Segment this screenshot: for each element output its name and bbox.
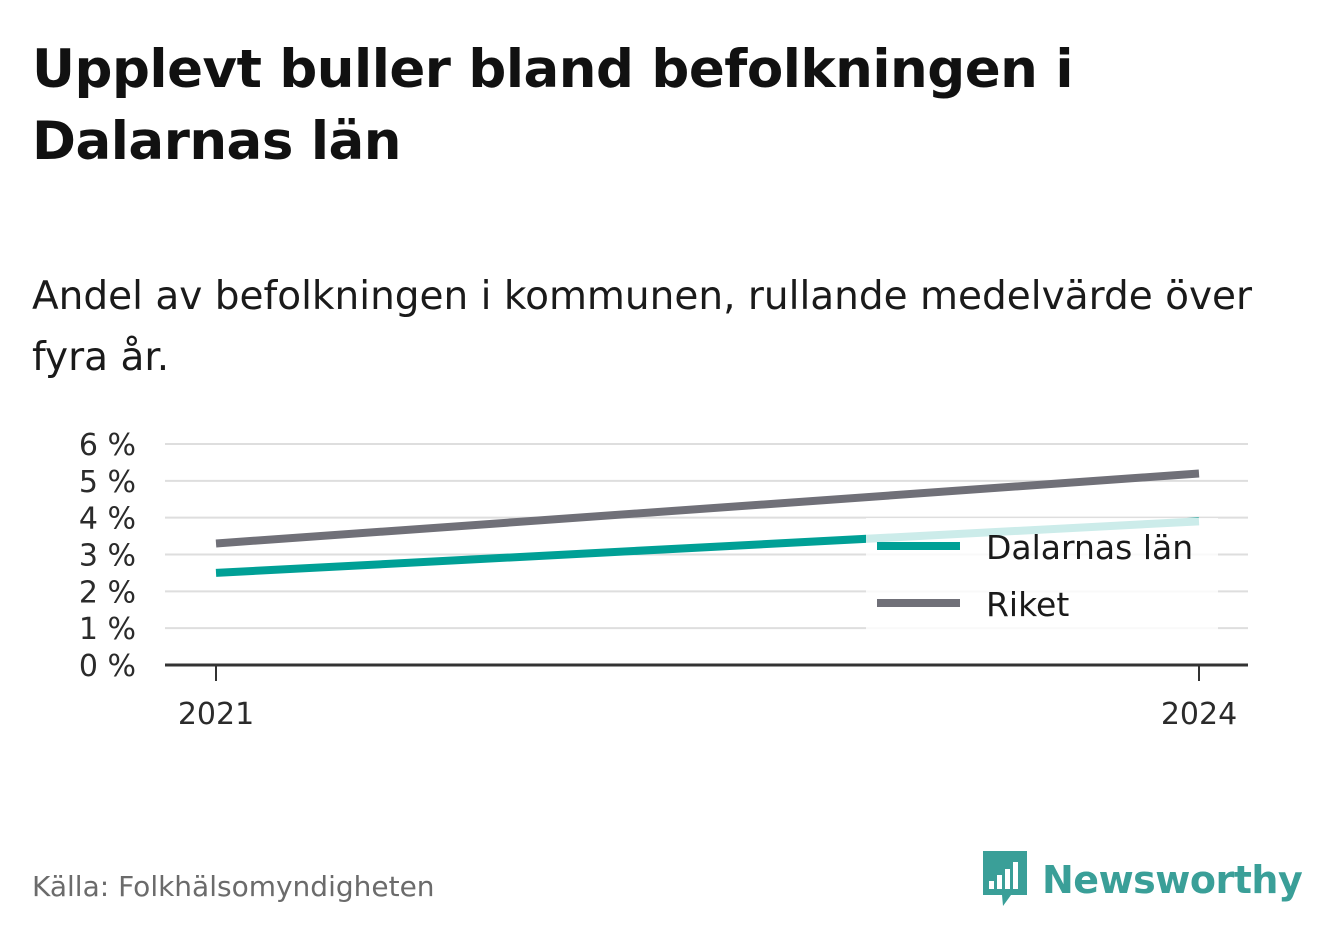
y-tick-label-6: 6 %	[79, 428, 136, 463]
y-axis-tick-labels: 0 %1 %2 %3 %4 %5 %6 %	[79, 428, 136, 684]
y-tick-label-0: 0 %	[79, 649, 136, 684]
y-tick-label-3: 3 %	[79, 539, 136, 574]
legend: Dalarnas län Riket	[866, 518, 1218, 630]
chart-subtitle: Andel av befolkningen i kommunen, rullan…	[32, 274, 1253, 380]
x-tick-label-2024: 2024	[1161, 697, 1237, 732]
legend-label-dalarnas-lan: Dalarnas län	[986, 528, 1193, 567]
bar-chart-speech-bubble-icon	[983, 851, 1027, 906]
series-line-riket	[215, 469, 1200, 548]
chart-title: Upplevt buller bland befolkningen i Dala…	[32, 39, 1074, 172]
y-tick-label-4: 4 %	[79, 502, 136, 537]
source-note: Källa: Folkhälsomyndigheten	[32, 870, 435, 903]
x-tick-label-2021: 2021	[178, 697, 254, 732]
x-axis: 2021 2024	[165, 663, 1248, 732]
legend-label-riket: Riket	[986, 585, 1069, 624]
brand-name: Newsworthy	[1042, 858, 1303, 902]
y-tick-label-1: 1 %	[79, 612, 136, 647]
legend-background	[866, 518, 1218, 630]
y-tick-label-5: 5 %	[79, 465, 136, 500]
line-chart: 0 %1 %2 %3 %4 %5 %6 % Dalarnas län Riket…	[79, 428, 1248, 732]
brand-logo: Newsworthy	[980, 848, 1303, 912]
y-tick-label-2: 2 %	[79, 575, 136, 610]
